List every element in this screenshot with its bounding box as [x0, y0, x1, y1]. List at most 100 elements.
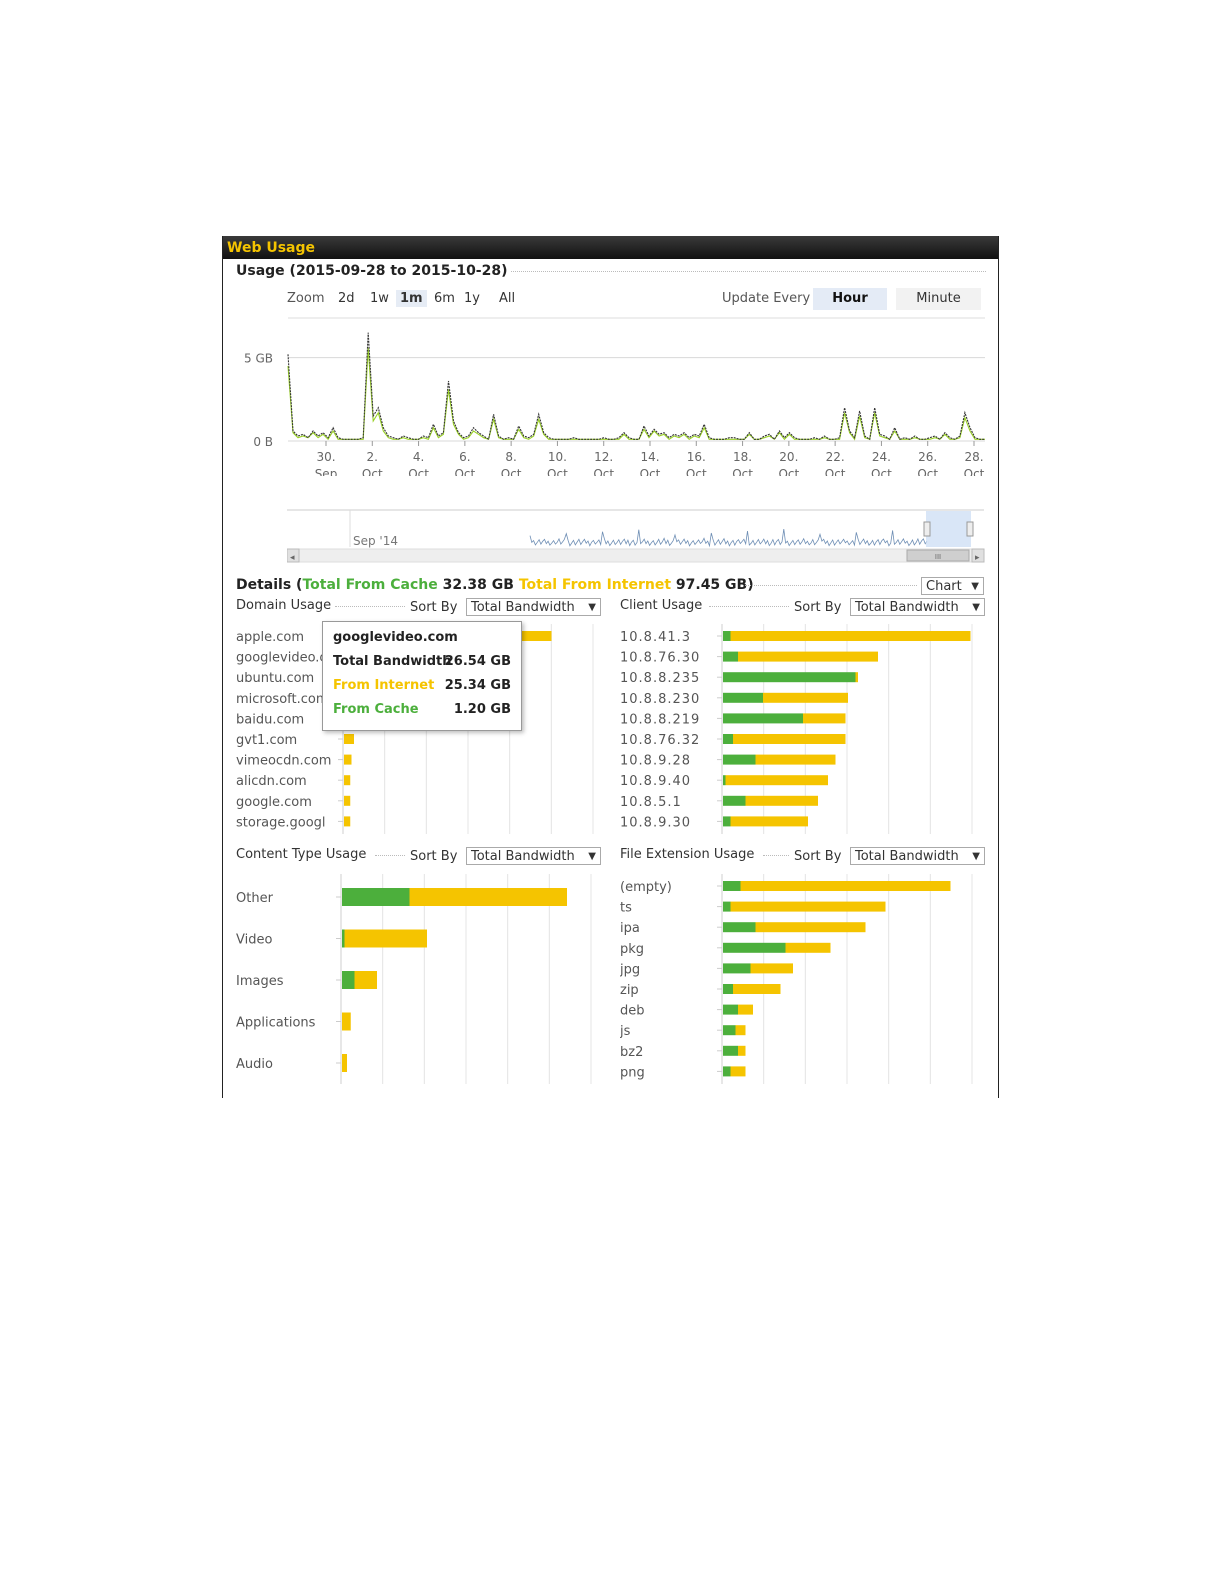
client-bar-chart: 10.8.41.3 10.8.76.30 10.8.8.235 10.8.8.230 1… [620, 624, 973, 834]
x-tick-label-day: 20. [779, 450, 798, 464]
fileext-row-label: ts [620, 901, 632, 916]
content-sort-value: Total Bandwidth [471, 849, 575, 864]
content-cache-bar [342, 929, 345, 948]
content-internet-bar [354, 971, 377, 989]
update-hour-button[interactable]: Hour [813, 288, 887, 310]
zoom-1m-button[interactable]: 1m [396, 290, 427, 307]
zoom-2d-button[interactable]: 2d [338, 291, 355, 306]
fileext-cache-bar [723, 942, 786, 953]
fileext-row-label: deb [620, 1004, 645, 1019]
navigator-handle-left[interactable] [923, 521, 931, 537]
chevron-down-icon: ▼ [972, 602, 980, 613]
zoom-all-button[interactable]: All [499, 291, 516, 306]
x-tick-label-day: 12. [594, 450, 613, 464]
domain-row-label: alicdn.com [236, 774, 307, 789]
fileext-sort-select[interactable]: Total Bandwidth ▼ [850, 847, 985, 865]
client-cache-bar [723, 692, 763, 703]
domain-row-label: apple.com [236, 630, 304, 645]
update-minute-button[interactable]: Minute [896, 288, 981, 310]
x-tick-label-day: 30. [316, 450, 335, 464]
client-rule [709, 606, 789, 607]
client-internet-bar [745, 795, 818, 806]
fileext-internet-bar [733, 984, 781, 994]
content-row-label: Video [236, 933, 272, 948]
client-row-label: 10.8.5.1 [620, 795, 682, 810]
tooltip-internet-label: From Internet [333, 678, 435, 693]
domain-row-label: googlevideo.c [236, 651, 327, 666]
navigator-handle-right[interactable] [966, 521, 974, 537]
x-tick-label-day: 10. [548, 450, 567, 464]
fileext-cache-bar [723, 1004, 738, 1015]
client-internet-bar [755, 754, 836, 765]
content-sort-label: Sort By [410, 849, 458, 864]
scrollbar-thumb[interactable] [906, 549, 970, 562]
scroll-right-button[interactable] [971, 548, 985, 563]
client-row-label: 10.8.76.32 [620, 733, 700, 748]
scroll-left-icon: ◂ [290, 553, 295, 563]
domain-row-label: google.com [236, 795, 312, 810]
client-row-label: 10.8.8.235 [620, 671, 700, 686]
content-rule [375, 855, 405, 856]
fileext-cache-bar [723, 1045, 738, 1056]
web-usage-panel: Web Usage Usage (2015-09-28 to 2015-10-2… [222, 236, 999, 1098]
chevron-down-icon: ▼ [971, 581, 979, 592]
x-tick-label-day: 14. [640, 450, 659, 464]
navigator-sparkline [529, 529, 928, 548]
x-tick-label-month: Oct [547, 467, 568, 476]
client-row-label: 10.8.9.40 [620, 774, 691, 789]
x-tick-label-day: 2. [367, 450, 378, 464]
view-mode-value: Chart [926, 579, 962, 594]
panel-title: Web Usage [223, 236, 998, 259]
fileext-cache-bar [723, 901, 731, 912]
fileext-internet-bar [740, 881, 951, 891]
x-tick-label-month: Oct [825, 467, 846, 476]
navigator-chart[interactable]: Sep '14 ◂ ▸ III [287, 509, 987, 564]
fileext-internet-bar [755, 922, 866, 933]
fileext-cache-bar [723, 1025, 736, 1036]
x-tick-label-month: Oct [686, 467, 707, 476]
content-internet-bar [342, 1012, 351, 1031]
internet-total-label: Total From Internet [518, 577, 672, 593]
fileext-internet-bar [738, 1004, 753, 1015]
navigator-selection[interactable] [926, 511, 971, 547]
zoom-1w-button[interactable]: 1w [370, 291, 389, 306]
content-sort-select[interactable]: Total Bandwidth ▼ [466, 847, 601, 865]
zoom-label: Zoom [287, 291, 325, 306]
client-row-label: 10.8.9.28 [620, 754, 691, 769]
fileext-internet-bar [738, 1045, 746, 1056]
zoom-1y-button[interactable]: 1y [464, 291, 480, 306]
tooltip-cache-value: 1.20 GB [453, 702, 511, 717]
scroll-left-button[interactable] [287, 548, 300, 563]
content-cache-bar [342, 888, 410, 906]
domain-internet-bar [344, 775, 351, 786]
client-sort-select[interactable]: Total Bandwidth ▼ [850, 598, 985, 616]
content-row-label: Audio [236, 1057, 273, 1072]
x-tick-label-day: 24. [872, 450, 891, 464]
domain-internet-bar [344, 816, 351, 827]
x-tick-label-month: Oct [640, 467, 661, 476]
chevron-down-icon: ▼ [588, 602, 596, 613]
content-cache-bar [342, 971, 355, 989]
x-tick-label-month: Oct [593, 467, 614, 476]
client-cache-bar [723, 775, 726, 786]
client-sort-value: Total Bandwidth [855, 600, 959, 615]
x-tick-label-month: Oct [871, 467, 892, 476]
client-cache-bar [723, 734, 733, 744]
zoom-6m-button[interactable]: 6m [434, 291, 455, 306]
domain-tooltip: googlevideo.com Total Bandwidth 26.54 GB … [322, 621, 522, 731]
client-usage-title: Client Usage [620, 598, 703, 613]
fileext-sort-label: Sort By [794, 849, 842, 864]
scroll-right-icon: ▸ [975, 553, 980, 563]
update-every-label: Update Every [722, 291, 811, 306]
domain-row-label: microsoft.com [236, 692, 329, 707]
fileext-cache-bar [723, 922, 756, 933]
usage-title-rule [511, 271, 986, 272]
navigator-scrollbar[interactable] [287, 548, 985, 563]
client-internet-bar [733, 734, 846, 744]
tooltip-total-row: Total Bandwidth 26.54 GB [333, 654, 511, 669]
view-mode-select[interactable]: Chart ▼ [921, 577, 984, 595]
tooltip-cache-row: From Cache 1.20 GB [333, 702, 511, 717]
x-tick-label-month: Oct [501, 467, 522, 476]
fileext-row-label: ipa [620, 921, 640, 936]
domain-sort-select[interactable]: Total Bandwidth ▼ [466, 598, 601, 616]
